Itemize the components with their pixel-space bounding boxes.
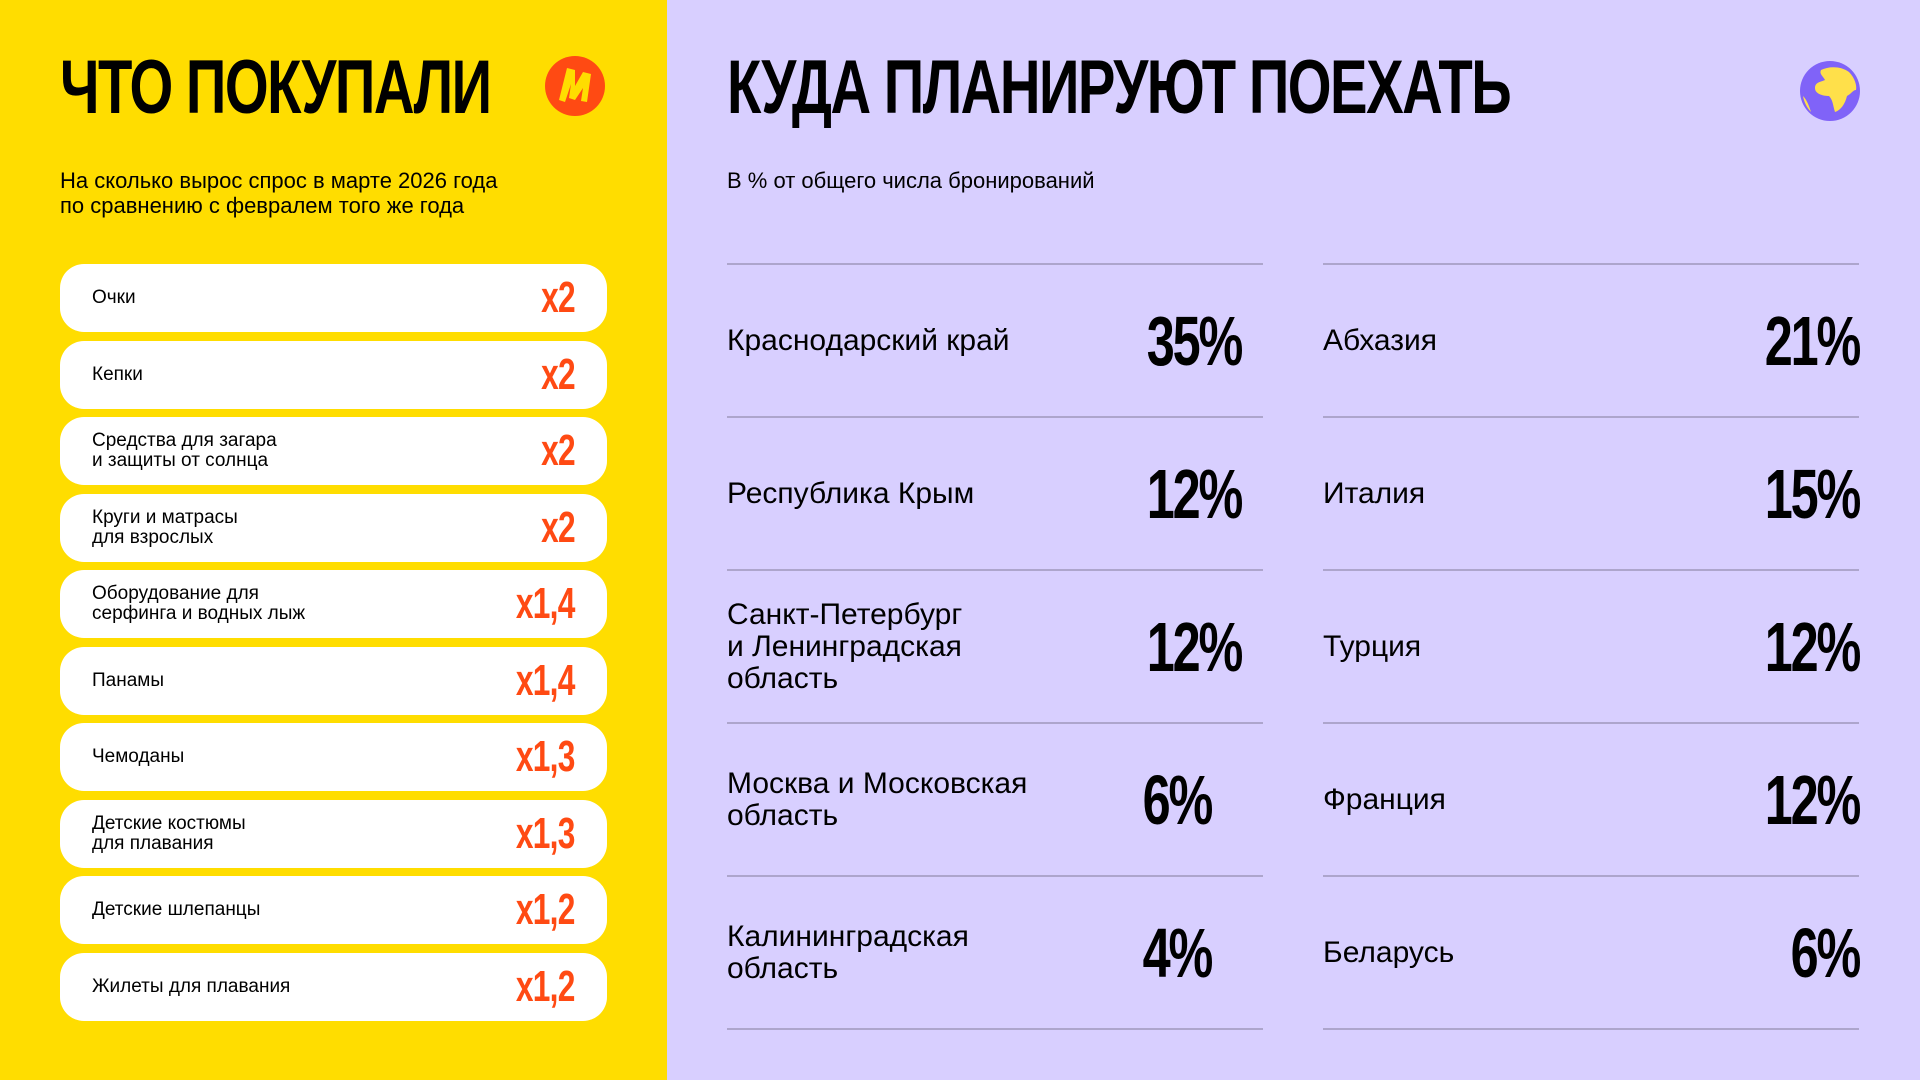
list-item: Жилеты для плавания x1,2 [60,952,607,1021]
list-item: Кепки x2 [60,340,607,409]
item-label: Оборудование для серфинга и водных лыж [92,583,306,624]
destination-name: Санкт-Петербург и Ленинградская область [727,597,963,695]
market-logo-icon [545,56,605,116]
list-item: Чемоданы x1,3 [60,723,607,791]
list-item: Оборудование для серфинга и водных лыж x1… [60,570,607,638]
item-growth: x2 [541,273,576,322]
destination-name: Абхазия [1323,323,1437,357]
destination-share: 6% [1142,760,1213,839]
table-row: Москва и Московская область 6% [727,722,1263,875]
table-row: Санкт-Петербург и Ленинградская область 1… [727,569,1263,722]
item-growth: x1,3 [516,808,575,858]
table-row: Краснодарский край 35% [727,263,1263,416]
destination-share: 12% [1764,607,1862,686]
item-growth: x2 [541,349,576,399]
list-item: Круги и матрасы для взрослых x2 [60,493,607,562]
destination-share: 12% [1146,607,1244,686]
item-label: Детские костюмы для плавания [92,812,246,854]
destination-name: Калининградская область [727,919,969,985]
item-growth: x1,4 [516,579,575,628]
list-item: Панамы x1,4 [60,646,607,715]
destination-share: 35% [1146,301,1244,380]
item-label: Очки [92,287,136,308]
list-item: Детские костюмы для плавания x1,3 [60,799,607,868]
item-growth: x2 [541,426,576,475]
table-row: Республика Крым 12% [727,416,1263,569]
table-row: Калининградская область 4% [727,875,1263,1030]
table-row: Беларусь 6% [1323,875,1861,1030]
item-growth: x2 [541,502,576,552]
destination-share: 4% [1142,913,1213,992]
table-row: Абхазия 21% [1323,263,1862,416]
destination-share: 12% [1764,760,1862,839]
item-label: Панамы [92,669,165,691]
destination-name: Италия [1323,476,1426,510]
destinations-panel [667,0,1920,1080]
item-label: Детские шлепанцы [92,899,261,920]
destination-name: Краснодарский край [727,323,1010,357]
globe-icon [1800,61,1860,121]
destination-name: Беларусь [1323,935,1455,969]
item-label: Средства для загара и защиты от солнца [92,430,277,471]
table-row: Франция 12% [1323,722,1862,875]
item-growth: x1,4 [516,655,575,705]
destination-share: 15% [1764,454,1862,533]
purchases-panel: ЧТО ПОКУПАЛИ На сколько вырос спрос в ма… [0,0,667,1080]
destination-name: Республика Крым [727,476,975,510]
destination-share: 12% [1146,454,1244,533]
item-growth: x1,2 [516,961,575,1011]
destinations-subtitle: В % от общего числа бронирований [727,168,1095,193]
destination-share: 6% [1790,913,1861,992]
list-item: Средства для загара и защиты от солнца x2 [60,417,607,485]
domestic-destinations: Краснодарский край 35% Республика Крым 12%… [727,263,1263,1030]
destination-name: Турция [1323,629,1422,663]
item-label: Чемоданы [92,746,185,767]
item-growth: x1,2 [516,885,575,934]
item-growth: x1,3 [516,732,575,781]
destination-share: 21% [1764,301,1862,380]
abroad-destinations: Абхазия 21% Италия 15% Турция 12% Франция 12… [1323,263,1862,1030]
table-row: Турция 12% [1323,569,1862,722]
purchases-subtitle: На сколько вырос спрос в марте 2026 года… [60,168,498,218]
list-item: Очки x2 [60,264,607,332]
purchases-list: Очки x2 Кепки x2 Средства для загара и защ… [60,264,607,1029]
item-label: Круги и матрасы для взрослых [92,506,238,548]
item-label: Кепки [92,363,143,385]
purchases-title: ЧТО ПОКУПАЛИ [60,45,492,130]
destinations-title: КУДА ПЛАНИРУЮТ ПОЕХАТЬ [727,45,1512,130]
item-label: Жилеты для плавания [92,975,291,997]
destination-name: Франция [1323,782,1446,816]
list-item: Детские шлепанцы x1,2 [60,876,607,944]
table-row: Италия 15% [1323,416,1862,569]
destination-name: Москва и Московская область [727,766,1028,832]
